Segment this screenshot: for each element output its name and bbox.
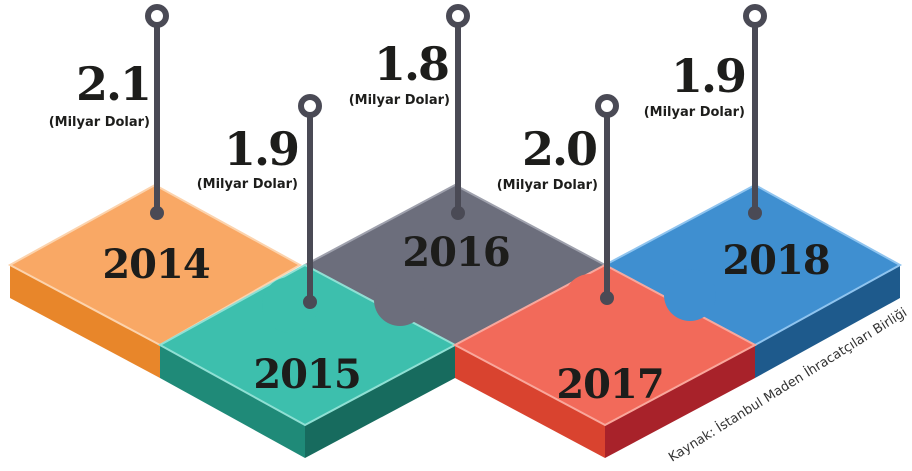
year: 2018 (722, 237, 829, 284)
year: 2015 (253, 351, 360, 398)
pin-head (595, 94, 619, 118)
year: 2014 (102, 241, 209, 288)
piece-side (455, 345, 605, 458)
unit: (Milyar Dolar) (644, 105, 745, 120)
piece-side (160, 345, 305, 458)
unit: (Milyar Dolar) (349, 93, 450, 108)
value: 1.8 (374, 37, 448, 91)
pin-head (446, 4, 470, 28)
puzzle-knob (374, 274, 426, 326)
value: 2.0 (522, 122, 596, 176)
pin-dot (600, 291, 614, 305)
piece-side (305, 345, 455, 458)
puzzle-knob (262, 277, 318, 333)
unit: (Milyar Dolar) (49, 115, 150, 130)
pin-head (743, 4, 767, 28)
year: 2016 (402, 229, 509, 276)
piece-2014 (7, 183, 303, 347)
pin-head (145, 4, 169, 28)
pin-dot (748, 206, 762, 220)
puzzle-knob (564, 274, 616, 326)
pin-dot (303, 295, 317, 309)
piece-side (10, 265, 160, 378)
pin-dot (451, 206, 465, 220)
unit: (Milyar Dolar) (497, 178, 598, 193)
puzzle-knob (664, 269, 716, 321)
pin-dot (150, 206, 164, 220)
value: 1.9 (671, 49, 745, 103)
value: 1.9 (224, 122, 298, 176)
pin-head (298, 94, 322, 118)
piece-side (755, 265, 900, 378)
year: 2017 (556, 361, 663, 408)
unit: (Milyar Dolar) (197, 177, 298, 192)
value: 2.1 (76, 57, 150, 111)
piece-side (605, 345, 755, 458)
